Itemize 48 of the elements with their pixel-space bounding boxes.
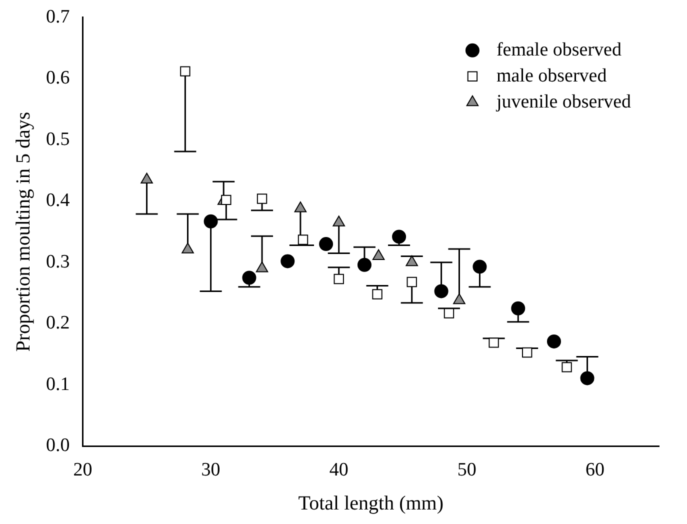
y-tick-label: 0.6 — [46, 68, 70, 89]
point — [562, 362, 572, 372]
point — [294, 202, 307, 212]
point — [334, 274, 344, 284]
y-tick-label: 0.1 — [46, 374, 70, 395]
point — [280, 254, 295, 268]
y-tick-label: 0.5 — [46, 128, 70, 150]
point — [372, 249, 385, 260]
x-tick-label: 50 — [457, 460, 476, 481]
x-axis-title: Total length (mm) — [298, 492, 444, 514]
point — [406, 276, 417, 288]
point — [256, 194, 268, 204]
y-tick-label: 0.4 — [46, 190, 70, 212]
point — [332, 216, 345, 226]
point — [511, 301, 526, 316]
point — [434, 284, 448, 298]
point — [180, 66, 190, 76]
y-tick-label: 0.7 — [46, 6, 70, 28]
legend-label: male observed — [496, 65, 608, 86]
point — [242, 270, 256, 285]
point — [256, 262, 268, 272]
legend-label: juvenile observed — [495, 91, 632, 112]
x-tick-label: 40 — [329, 460, 348, 481]
y-axis-title: Proportion moulting in 5 days — [12, 112, 34, 352]
y-tick-label: 0.3 — [46, 251, 70, 272]
point — [372, 289, 382, 300]
point — [182, 242, 194, 254]
y-tick-label: 0.2 — [46, 312, 70, 334]
point — [444, 308, 454, 318]
point — [406, 255, 418, 266]
point — [546, 334, 561, 348]
point — [453, 293, 466, 304]
point — [221, 194, 232, 206]
x-tick-label: 60 — [585, 460, 604, 481]
point — [140, 172, 153, 184]
point — [522, 347, 532, 358]
point — [357, 258, 372, 272]
point — [580, 371, 594, 386]
legend-label: female observed — [496, 39, 622, 60]
y-tick-label: 0.0 — [46, 435, 70, 456]
point — [319, 237, 334, 252]
point — [392, 230, 406, 244]
point — [204, 214, 218, 228]
point — [298, 234, 308, 245]
point — [472, 260, 487, 274]
x-tick-label: 20 — [73, 460, 92, 481]
point — [488, 338, 499, 348]
x-tick-label: 30 — [201, 460, 220, 481]
